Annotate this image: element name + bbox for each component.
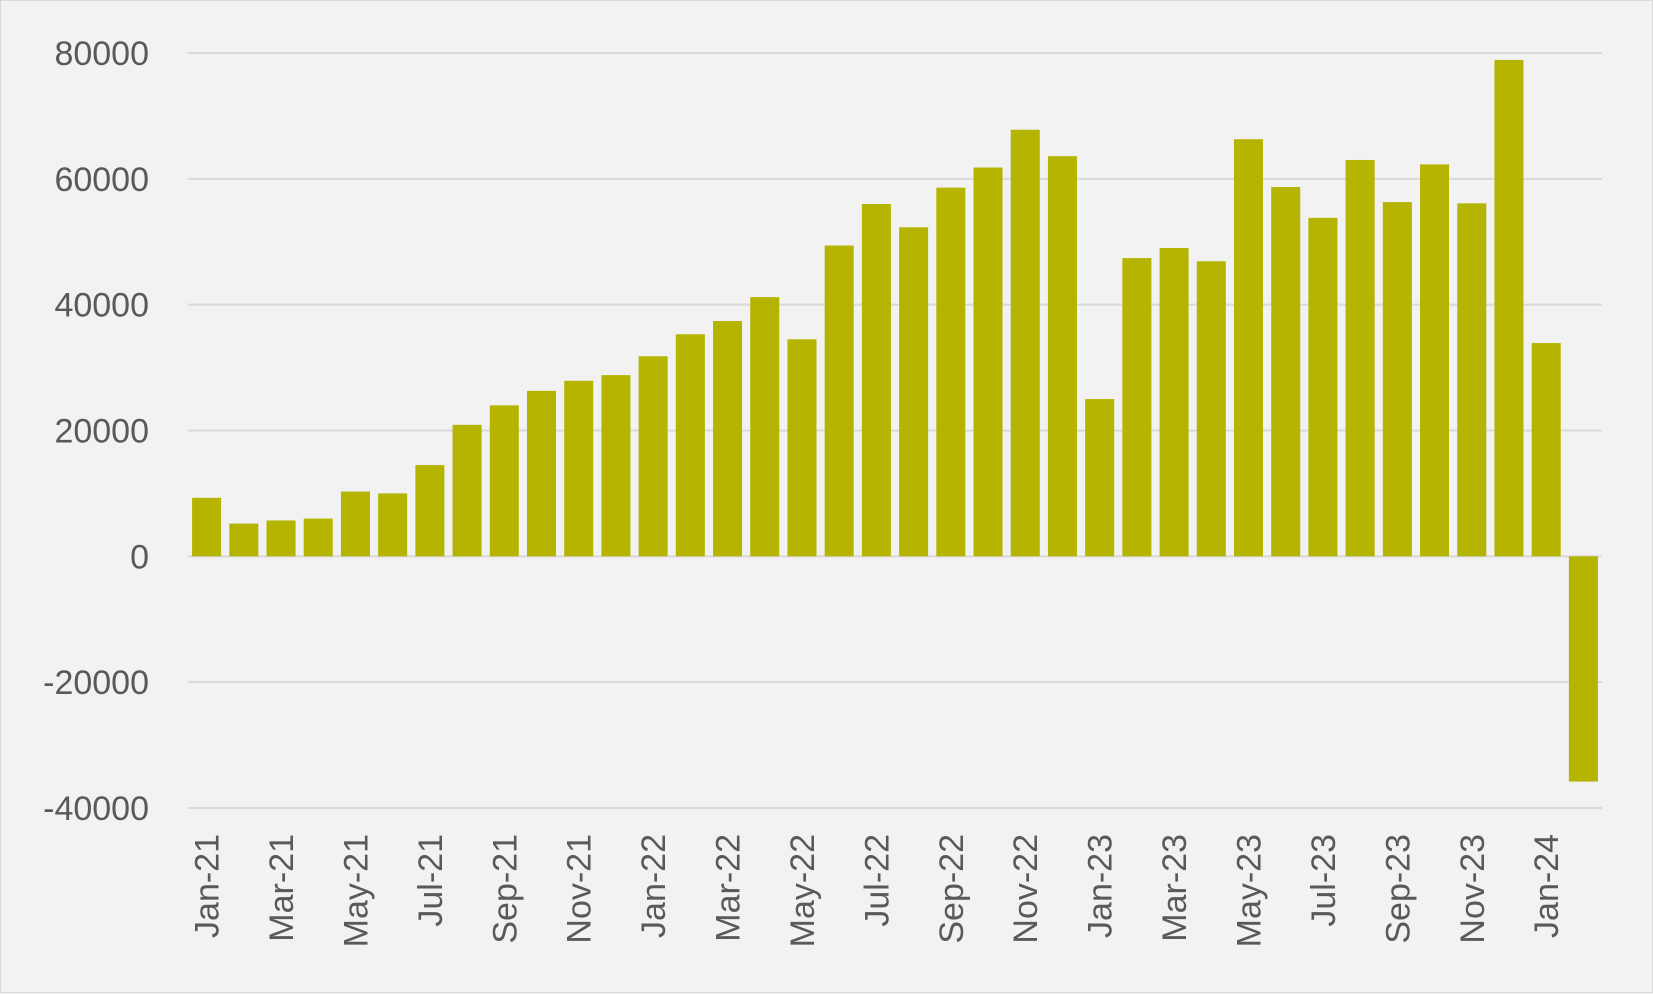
x-tick-label: Sep-21: [486, 834, 524, 944]
bar-Jul-23: [1308, 217, 1338, 557]
bar-Jan-21: [192, 497, 222, 557]
bar-May-21: [340, 491, 370, 557]
y-tick-label: 40000: [54, 287, 149, 325]
y-tick-label: -40000: [43, 790, 149, 828]
bar-Dec-23: [1494, 59, 1524, 557]
bar-Jun-23: [1271, 187, 1301, 557]
x-tick-label: Nov-21: [561, 834, 599, 944]
bar-Apr-22: [750, 297, 780, 557]
bar-Jul-21: [415, 465, 445, 557]
y-axis-tick-labels: 80000 60000 40000 20000 0 -20000 -40000: [43, 35, 149, 828]
bar-Sep-23: [1382, 202, 1412, 557]
x-tick-label: Jan-22: [635, 834, 673, 938]
bar-Jan-24: [1531, 343, 1561, 557]
x-tick-label: Mar-22: [710, 834, 748, 942]
x-tick-label: Sep-22: [933, 834, 971, 944]
bar-Oct-22: [973, 167, 1003, 557]
bar-Aug-23: [1345, 159, 1375, 557]
bar-Sep-21: [489, 405, 519, 557]
bar-Oct-23: [1420, 164, 1450, 557]
y-tick-label: 80000: [54, 35, 149, 73]
x-tick-label: Jul-23: [1305, 834, 1343, 927]
bar-Feb-22: [675, 334, 705, 557]
bar-Mar-21: [266, 520, 296, 557]
bar-Feb-21: [229, 523, 259, 557]
bar-Nov-23: [1457, 203, 1487, 557]
bar-Oct-21: [526, 390, 557, 557]
bar-Jul-22: [861, 204, 891, 557]
x-tick-label: Jan-24: [1528, 834, 1566, 938]
bar-Mar-23: [1159, 248, 1189, 557]
x-tick-label: Nov-23: [1454, 834, 1492, 944]
bar-Sep-22: [936, 187, 966, 557]
bar-Apr-23: [1196, 261, 1226, 557]
y-tick-label: 20000: [54, 413, 149, 451]
x-tick-label: May-22: [784, 834, 822, 947]
x-axis-tick-labels: Jan-21 Mar-21 May-21 Jul-21 Sep-21 Nov-21 Jan-…: [189, 834, 1567, 947]
bar-Apr-21: [303, 518, 333, 557]
bars: [192, 59, 1598, 782]
bar-Dec-22: [1047, 156, 1077, 557]
x-tick-label: Nov-22: [1007, 834, 1045, 944]
x-tick-label: Mar-23: [1156, 834, 1194, 942]
bar-Mar-22: [713, 321, 743, 557]
x-tick-label: Jan-21: [189, 834, 227, 938]
bar-Aug-21: [452, 424, 482, 557]
bar-Feb-23: [1122, 258, 1152, 557]
bar-Jan-22: [638, 356, 668, 557]
bar-Nov-21: [564, 380, 594, 557]
x-tick-label: Sep-23: [1379, 834, 1417, 944]
y-tick-label: 0: [130, 538, 149, 576]
x-tick-label: Jan-23: [1082, 834, 1120, 938]
bar-Dec-21: [601, 375, 631, 557]
x-tick-label: May-21: [337, 834, 375, 947]
bar-May-23: [1233, 139, 1264, 557]
bar-Jun-21: [378, 493, 408, 557]
bar-Aug-22: [899, 227, 929, 557]
bar-May-22: [787, 339, 817, 557]
x-tick-label: Jul-21: [412, 834, 450, 927]
bar-Feb-24: [1568, 556, 1598, 782]
bar-Nov-22: [1010, 129, 1040, 557]
bar-Jun-22: [824, 245, 854, 557]
x-tick-label: Mar-21: [263, 834, 301, 942]
y-tick-label: 60000: [54, 161, 149, 199]
x-tick-label: May-23: [1231, 834, 1269, 947]
bar-Jan-23: [1085, 399, 1115, 557]
x-tick-label: Jul-22: [858, 834, 896, 927]
y-tick-label: -20000: [43, 664, 149, 702]
